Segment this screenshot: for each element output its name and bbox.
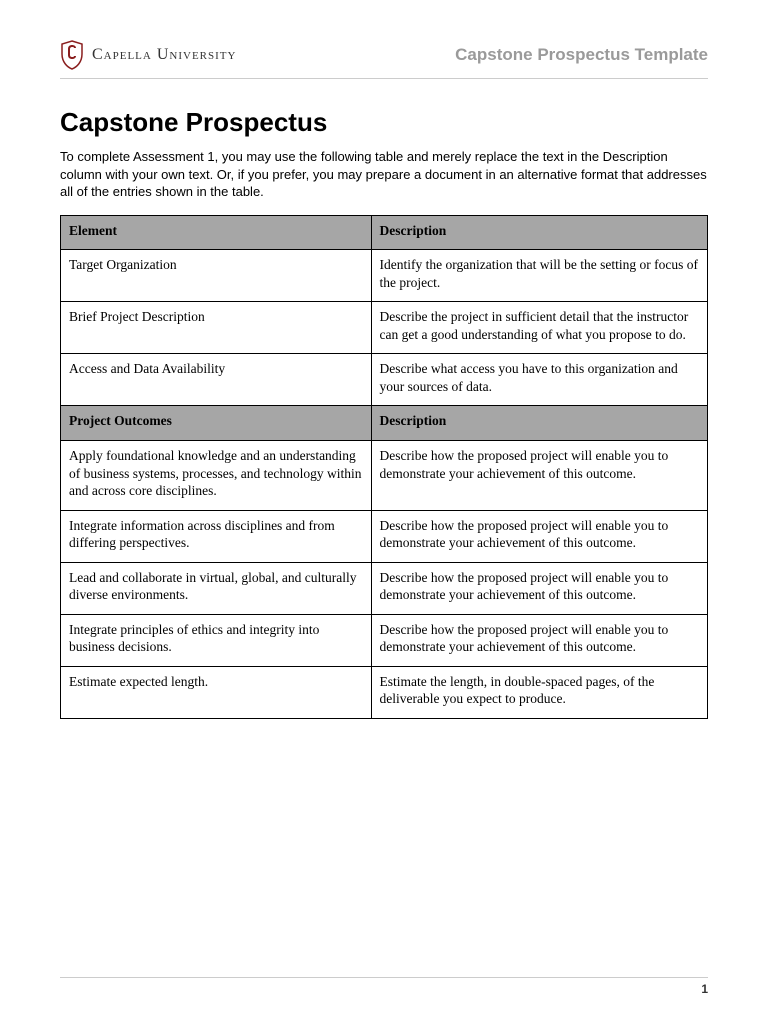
- institution-name: Capella University: [92, 46, 236, 64]
- cell-outcome: Integrate principles of ethics and integ…: [61, 614, 372, 666]
- cell-outcome: Apply foundational knowledge and an unde…: [61, 441, 372, 511]
- page-footer: 1: [60, 977, 708, 996]
- cell-description: Describe how the proposed project will e…: [371, 562, 707, 614]
- cell-description: Describe how the proposed project will e…: [371, 614, 707, 666]
- cell-description: Describe what access you have to this or…: [371, 354, 707, 406]
- cell-description: Identify the organization that will be t…: [371, 250, 707, 302]
- header-element: Element: [61, 215, 372, 250]
- table-row: Apply foundational knowledge and an unde…: [61, 441, 708, 511]
- page-number: 1: [701, 982, 708, 996]
- document-label: Capstone Prospectus Template: [455, 45, 708, 65]
- header-description: Description: [371, 215, 707, 250]
- intro-paragraph: To complete Assessment 1, you may use th…: [60, 148, 708, 201]
- cell-outcome: Estimate expected length.: [61, 666, 372, 718]
- table-row: Brief Project Description Describe the p…: [61, 302, 708, 354]
- cell-outcome: Lead and collaborate in virtual, global,…: [61, 562, 372, 614]
- table-row: Estimate expected length. Estimate the l…: [61, 666, 708, 718]
- table-row: Lead and collaborate in virtual, global,…: [61, 562, 708, 614]
- cell-description: Describe the project in sufficient detai…: [371, 302, 707, 354]
- header-outcomes: Project Outcomes: [61, 406, 372, 441]
- cell-element: Target Organization: [61, 250, 372, 302]
- logo: Capella University: [60, 40, 236, 70]
- cell-element: Brief Project Description: [61, 302, 372, 354]
- cell-description: Describe how the proposed project will e…: [371, 441, 707, 511]
- cell-description: Describe how the proposed project will e…: [371, 510, 707, 562]
- cell-outcome: Integrate information across disciplines…: [61, 510, 372, 562]
- table-header-row: Project Outcomes Description: [61, 406, 708, 441]
- prospectus-table: Element Description Target Organization …: [60, 215, 708, 719]
- header-description: Description: [371, 406, 707, 441]
- table-row: Target Organization Identify the organiz…: [61, 250, 708, 302]
- document-page: Capella University Capstone Prospectus T…: [0, 0, 768, 1024]
- page-title: Capstone Prospectus: [60, 107, 708, 138]
- cell-element: Access and Data Availability: [61, 354, 372, 406]
- table-row: Access and Data Availability Describe wh…: [61, 354, 708, 406]
- shield-icon: [60, 40, 84, 70]
- table-row: Integrate principles of ethics and integ…: [61, 614, 708, 666]
- page-header: Capella University Capstone Prospectus T…: [60, 40, 708, 79]
- table-header-row: Element Description: [61, 215, 708, 250]
- table-row: Integrate information across disciplines…: [61, 510, 708, 562]
- cell-description: Estimate the length, in double-spaced pa…: [371, 666, 707, 718]
